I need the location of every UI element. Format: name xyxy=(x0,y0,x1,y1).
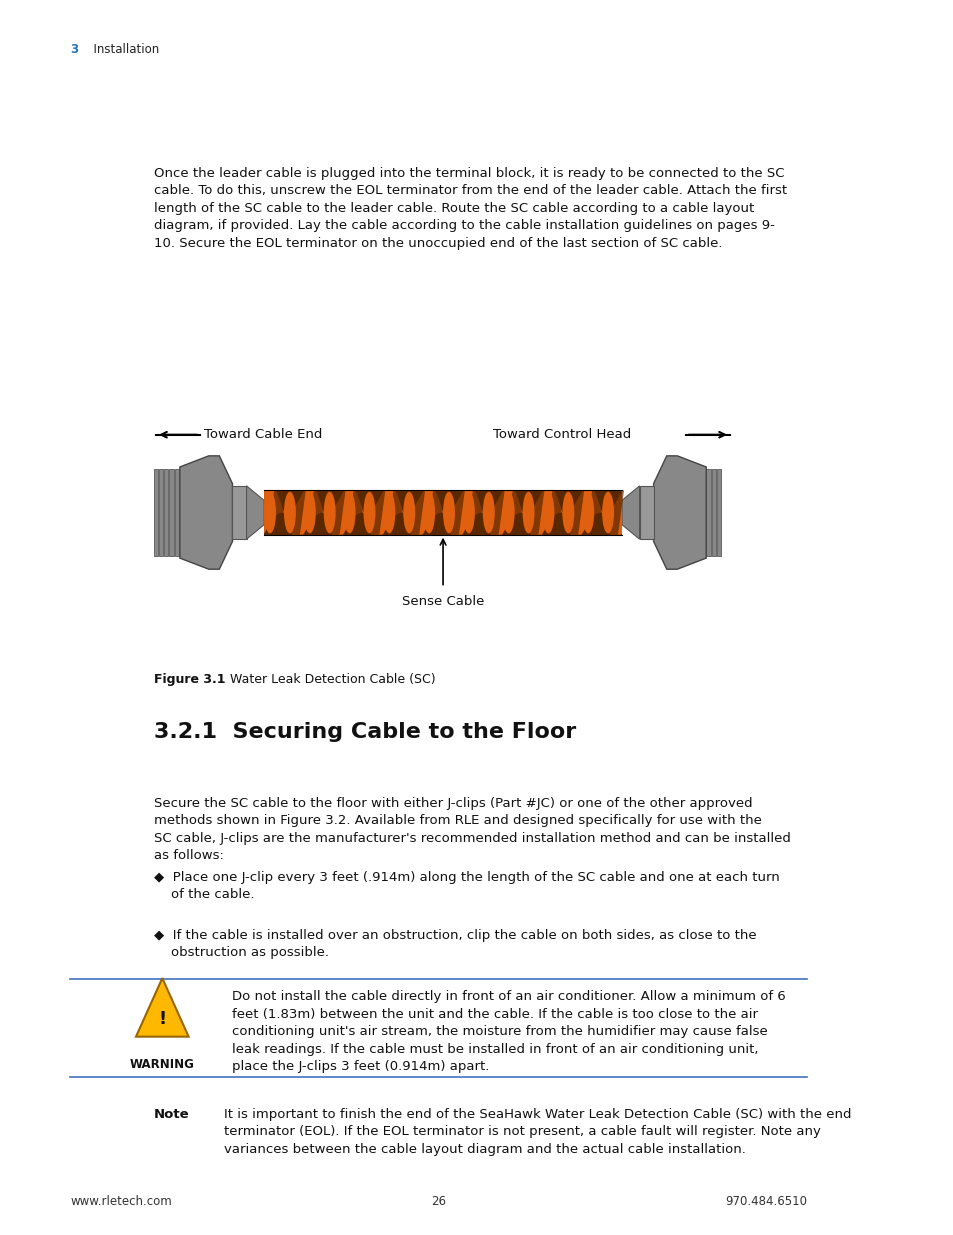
Text: It is important to finish the end of the SeaHawk Water Leak Detection Cable (SC): It is important to finish the end of the… xyxy=(224,1108,850,1156)
Polygon shape xyxy=(486,490,504,535)
Ellipse shape xyxy=(561,492,574,534)
Text: 970.484.6510: 970.484.6510 xyxy=(724,1194,806,1208)
Ellipse shape xyxy=(303,492,315,534)
FancyBboxPatch shape xyxy=(174,469,179,556)
Text: Once the leader cable is plugged into the terminal block, it is ready to be conn: Once the leader cable is plugged into th… xyxy=(153,167,786,249)
Text: Water Leak Detection Cable (SC): Water Leak Detection Cable (SC) xyxy=(217,673,435,687)
Text: Toward Control Head: Toward Control Head xyxy=(493,429,631,441)
Ellipse shape xyxy=(383,492,395,534)
Polygon shape xyxy=(246,485,264,540)
Ellipse shape xyxy=(462,492,475,534)
Text: www.rletech.com: www.rletech.com xyxy=(71,1194,172,1208)
Text: Note: Note xyxy=(153,1108,189,1121)
Polygon shape xyxy=(546,490,564,535)
Polygon shape xyxy=(407,490,425,535)
Polygon shape xyxy=(466,490,484,535)
Text: Do not install the cable directly in front of an air conditioner. Allow a minimu: Do not install the cable directly in fro… xyxy=(233,990,785,1073)
Polygon shape xyxy=(180,456,233,569)
FancyBboxPatch shape xyxy=(264,490,621,535)
FancyBboxPatch shape xyxy=(705,469,710,556)
Polygon shape xyxy=(268,490,286,535)
Text: 26: 26 xyxy=(431,1194,446,1208)
Text: Secure the SC cable to the floor with either J-clips (Part #JC) or one of the ot: Secure the SC cable to the floor with ei… xyxy=(153,797,790,862)
FancyBboxPatch shape xyxy=(639,485,653,540)
FancyBboxPatch shape xyxy=(169,469,173,556)
Ellipse shape xyxy=(442,492,455,534)
Polygon shape xyxy=(605,490,623,535)
Ellipse shape xyxy=(423,492,435,534)
Text: ◆  Place one J-clip every 3 feet (.914m) along the length of the SC cable and on: ◆ Place one J-clip every 3 feet (.914m) … xyxy=(153,871,779,902)
FancyBboxPatch shape xyxy=(158,469,163,556)
Polygon shape xyxy=(621,485,639,540)
Polygon shape xyxy=(387,490,405,535)
Ellipse shape xyxy=(522,492,534,534)
Polygon shape xyxy=(585,490,603,535)
Ellipse shape xyxy=(343,492,355,534)
Text: Sense Cable: Sense Cable xyxy=(401,595,484,608)
Ellipse shape xyxy=(284,492,295,534)
Text: ◆  If the cable is installed over an obstruction, clip the cable on both sides, : ◆ If the cable is installed over an obst… xyxy=(153,929,756,960)
FancyBboxPatch shape xyxy=(153,469,158,556)
Text: Figure 3.1: Figure 3.1 xyxy=(153,673,225,687)
Polygon shape xyxy=(427,490,444,535)
Ellipse shape xyxy=(403,492,415,534)
Polygon shape xyxy=(136,978,189,1036)
Text: WARNING: WARNING xyxy=(130,1058,194,1072)
Ellipse shape xyxy=(581,492,594,534)
Polygon shape xyxy=(288,490,306,535)
Polygon shape xyxy=(308,490,325,535)
Text: Toward Cable End: Toward Cable End xyxy=(203,429,321,441)
Text: !: ! xyxy=(158,1010,166,1028)
Ellipse shape xyxy=(323,492,335,534)
Ellipse shape xyxy=(502,492,514,534)
FancyBboxPatch shape xyxy=(716,469,720,556)
Polygon shape xyxy=(506,490,524,535)
Ellipse shape xyxy=(482,492,495,534)
FancyBboxPatch shape xyxy=(711,469,715,556)
Ellipse shape xyxy=(363,492,375,534)
Polygon shape xyxy=(347,490,365,535)
Polygon shape xyxy=(566,490,583,535)
Text: 3: 3 xyxy=(71,43,78,57)
Polygon shape xyxy=(328,490,345,535)
FancyBboxPatch shape xyxy=(233,485,246,540)
Ellipse shape xyxy=(264,492,275,534)
Polygon shape xyxy=(526,490,544,535)
Text: 3.2.1  Securing Cable to the Floor: 3.2.1 Securing Cable to the Floor xyxy=(153,722,576,742)
Ellipse shape xyxy=(601,492,614,534)
FancyBboxPatch shape xyxy=(164,469,169,556)
Polygon shape xyxy=(447,490,464,535)
Ellipse shape xyxy=(542,492,554,534)
Polygon shape xyxy=(367,490,385,535)
Text: Installation: Installation xyxy=(86,43,159,57)
Polygon shape xyxy=(653,456,705,569)
Polygon shape xyxy=(264,490,621,535)
